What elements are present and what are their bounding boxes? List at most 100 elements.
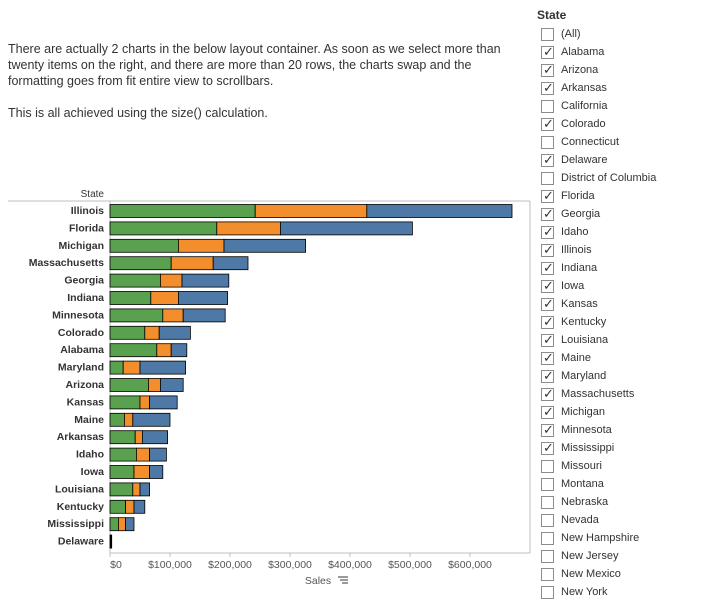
state-filter-item[interactable]: ✓ Georgia	[541, 206, 701, 224]
checkbox[interactable]: ✓	[541, 81, 554, 95]
checkbox[interactable]	[541, 532, 554, 545]
state-filter-item[interactable]: ✓ Arizona	[541, 62, 701, 80]
checkbox[interactable]	[541, 586, 554, 599]
state-filter-item[interactable]: Montana	[541, 476, 701, 494]
state-filter-item[interactable]: ✓ Kansas	[541, 296, 701, 314]
state-filter-item[interactable]: ✓ Michigan	[541, 404, 701, 422]
state-filter-item-label: Connecticut	[561, 136, 620, 148]
checkbox[interactable]	[541, 460, 554, 473]
state-filter-item[interactable]: ✓ Minnesota	[541, 422, 701, 440]
state-filter-item-label: Georgia	[561, 208, 601, 220]
state-filter-item[interactable]: ✓ Colorado	[541, 116, 701, 134]
state-filter-item[interactable]: ✓ Maryland	[541, 368, 701, 386]
state-filter-item[interactable]: New Hampshire	[541, 530, 701, 548]
category-label: Idaho	[76, 449, 104, 461]
bar-segment	[109, 325, 146, 340]
checkbox[interactable]	[541, 568, 554, 581]
checkmark-icon: ✓	[543, 260, 554, 275]
x-tick-label: $0	[110, 559, 122, 571]
bar-segment	[109, 482, 134, 497]
checkmark-icon: ✓	[543, 188, 554, 203]
checkbox[interactable]: ✓	[541, 350, 554, 365]
state-filter-item[interactable]: ✓ Florida	[541, 188, 701, 206]
state-filter-item-label: Michigan	[561, 406, 606, 418]
state-filter-item[interactable]: ✓ Idaho	[541, 224, 701, 242]
bar-segment	[133, 465, 150, 479]
sort-icon[interactable]	[338, 576, 348, 584]
state-filter-item-label: Maryland	[561, 370, 607, 382]
checkmark-icon: ✓	[543, 314, 554, 329]
state-filter-item[interactable]: New York	[541, 584, 701, 602]
checkbox[interactable]	[541, 136, 554, 149]
state-filter-item-label: Illinois	[561, 244, 592, 256]
checkbox[interactable]: ✓	[541, 45, 554, 59]
state-filter-item-label: Arkansas	[561, 82, 607, 94]
x-tick-label: $200,000	[208, 559, 252, 571]
checkbox[interactable]: ✓	[541, 297, 554, 311]
state-filter-item[interactable]: ✓ Louisiana	[541, 332, 701, 350]
state-filter-item[interactable]: ✓ Illinois	[541, 242, 701, 260]
state-filter-item-label: Massachusetts	[561, 388, 635, 400]
state-filter-item[interactable]: Connecticut	[541, 134, 701, 152]
checkbox[interactable]: ✓	[541, 279, 554, 293]
bar-segment	[134, 430, 143, 445]
checkbox[interactable]: ✓	[541, 63, 554, 77]
category-label: Kansas	[67, 396, 105, 408]
x-tick-label: $300,000	[268, 559, 312, 571]
state-filter-item[interactable]: Nevada	[541, 512, 701, 530]
checkbox[interactable]	[541, 550, 554, 563]
state-filter-item[interactable]: ✓ Indiana	[541, 260, 701, 278]
bar-segment	[139, 482, 151, 497]
state-filter-item[interactable]: ✓ Iowa	[541, 278, 701, 296]
state-filter-item-label: Nevada	[561, 514, 599, 526]
checkbox[interactable]: ✓	[541, 405, 554, 419]
state-filter-item-label: New Jersey	[561, 550, 619, 562]
checkbox[interactable]: ✓	[541, 225, 554, 239]
checkbox[interactable]: ✓	[541, 314, 554, 329]
checkbox[interactable]	[541, 100, 554, 113]
checkbox[interactable]: ✓	[541, 369, 554, 383]
checkbox[interactable]	[541, 478, 554, 491]
state-filter-item[interactable]: Nebraska	[541, 494, 701, 512]
state-filter-item[interactable]: (All)	[541, 26, 701, 44]
checkbox[interactable]: ✓	[541, 153, 554, 167]
checkbox[interactable]: ✓	[541, 387, 554, 401]
state-filter-item[interactable]: ✓ Kentucky	[541, 314, 701, 332]
checkbox[interactable]	[541, 28, 554, 41]
state-filter-item[interactable]: ✓ Delaware	[541, 152, 701, 170]
state-filter-item[interactable]: Missouri	[541, 458, 701, 476]
checkmark-icon: ✓	[543, 350, 554, 365]
x-tick-label: $500,000	[388, 559, 432, 571]
state-filter-item[interactable]: California	[541, 98, 701, 116]
bar-segment	[139, 360, 186, 375]
bar-segment	[279, 221, 413, 236]
state-filter-item-label: Colorado	[561, 118, 606, 130]
checkbox[interactable]: ✓	[541, 423, 554, 437]
state-filter-panel: State (All) ✓ Alabama ✓ Arizona ✓ Arkansas Cali…	[537, 0, 702, 602]
bar-segment	[144, 325, 160, 340]
checkbox[interactable]: ✓	[541, 333, 554, 347]
checkbox[interactable]	[541, 514, 554, 527]
bar-segment	[366, 204, 513, 218]
checkmark-icon: ✓	[543, 206, 554, 221]
bar-segment	[109, 378, 149, 392]
checkbox[interactable]	[541, 496, 554, 509]
bar-segment	[109, 517, 119, 532]
checkbox[interactable]: ✓	[541, 260, 554, 275]
checkbox[interactable]: ✓	[541, 441, 554, 455]
checkbox[interactable]	[541, 172, 554, 185]
state-filter-item[interactable]: District of Columbia	[541, 170, 701, 188]
state-filter-item[interactable]: New Jersey	[541, 548, 701, 566]
bar-segment	[125, 499, 135, 514]
state-filter-item[interactable]: ✓ Alabama	[541, 44, 701, 62]
checkbox[interactable]: ✓	[541, 206, 554, 221]
checkbox[interactable]: ✓	[541, 188, 554, 203]
state-filter-title: State	[537, 8, 567, 22]
state-filter-item[interactable]: ✓ Maine	[541, 350, 701, 368]
state-filter-item[interactable]: ✓ Mississippi	[541, 440, 701, 458]
state-filter-item[interactable]: ✓ Massachusetts	[541, 386, 701, 404]
state-filter-item[interactable]: New Mexico	[541, 566, 701, 584]
checkbox[interactable]: ✓	[541, 243, 554, 257]
checkbox[interactable]: ✓	[541, 117, 554, 131]
state-filter-item[interactable]: ✓ Arkansas	[541, 80, 701, 98]
